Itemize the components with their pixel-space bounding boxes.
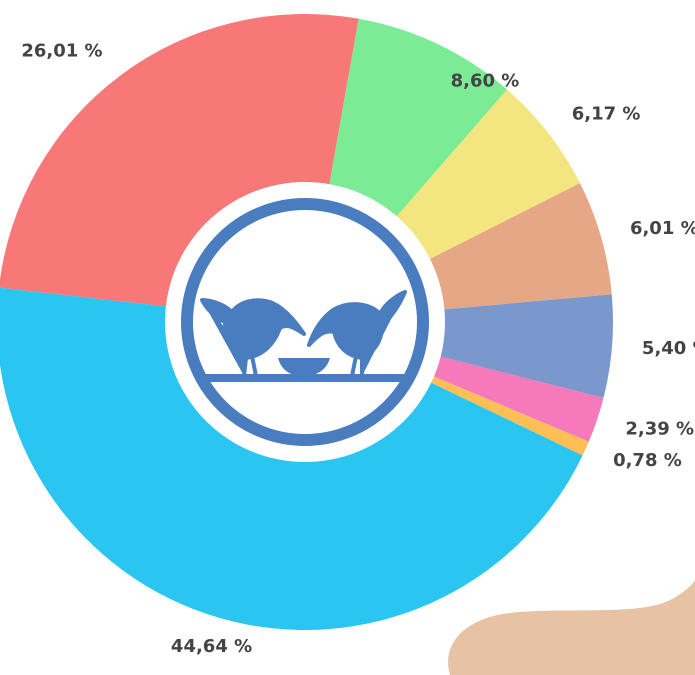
center-logo [165,182,445,462]
data-label: 44,64 % [171,636,252,657]
data-label: 6,17 % [572,103,641,124]
data-label: 8,60 % [451,70,520,91]
data-label: 26,01 % [21,40,102,61]
data-label: 2,39 % [625,419,694,440]
chart: 26,01 % 8,60 % 6,17 % 6,01 % 5,40 % 2,39 % 0,7… [0,0,695,675]
hand-photo [448,580,695,675]
data-label: 5,40 % [642,338,695,359]
data-label: 6,01 % [630,218,695,239]
data-label: 0,78 % [613,450,682,471]
